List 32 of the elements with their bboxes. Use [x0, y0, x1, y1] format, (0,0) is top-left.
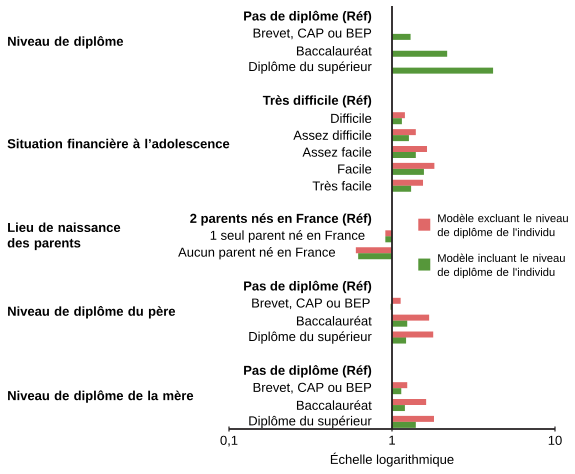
- y-tick-label: Assez difficile: [293, 130, 372, 140]
- legend-label: Modèle incluant le niveau de diplôme de l'individu: [438, 254, 565, 278]
- x-axis-title: Échelle logarithmique: [330, 452, 454, 467]
- annotation: Situation financière à l’adolescence: [8, 138, 230, 148]
- y-tick-label: Aucun parent né en France: [178, 247, 336, 260]
- y-tick-label: Brevet, CAP ou BEP: [252, 298, 370, 310]
- y-tick-label: Assez facile: [302, 147, 372, 157]
- text: Niveau de diplôme du père: [8, 306, 176, 318]
- y-tick-label: Baccalauréat: [296, 400, 372, 410]
- text: Niveau de diplôme: [8, 36, 124, 48]
- y-tick-label: Très facile: [312, 180, 372, 191]
- legend-label: Modèle excluant le niveau de diplôme de l'individu: [438, 214, 568, 238]
- y-tick-label: Diplôme du supérieur: [249, 61, 372, 74]
- y-tick-label: Brevet, CAP ou BEP: [254, 28, 372, 40]
- y-tick-label: Pas de diplôme (Réf): [244, 365, 372, 378]
- y-tick-label: Diplôme du supérieur: [249, 331, 372, 344]
- y-tick-label: Pas de diplôme (Réf): [244, 280, 372, 294]
- y-tick-label: Facile: [338, 164, 372, 174]
- y-tick-label: Diplôme du supérieur: [249, 416, 372, 428]
- y-tick-label: Baccalauréat: [296, 316, 372, 326]
- y-tick-label: Brevet, CAP ou BEP: [254, 382, 372, 394]
- y-tick-label: 2 parents nés en France (Réf): [190, 213, 372, 226]
- x-tick-label: 0,1: [220, 436, 238, 446]
- y-tick-label: 1 seul parent né en France: [210, 230, 365, 242]
- text: Lieu de naissance des parents: [8, 222, 120, 250]
- x-tick-label: 10: [548, 436, 562, 445]
- y-tick-label: Baccalauréat: [296, 46, 372, 56]
- y-tick-label: Pas de diplôme (Réf): [244, 10, 372, 24]
- text: Niveau de diplôme de la mère: [8, 390, 194, 403]
- x-tick-label: 1: [389, 436, 395, 445]
- y-tick-label: Très difficile (Réf): [262, 95, 372, 108]
- y-tick-label: Difficile: [331, 113, 372, 123]
